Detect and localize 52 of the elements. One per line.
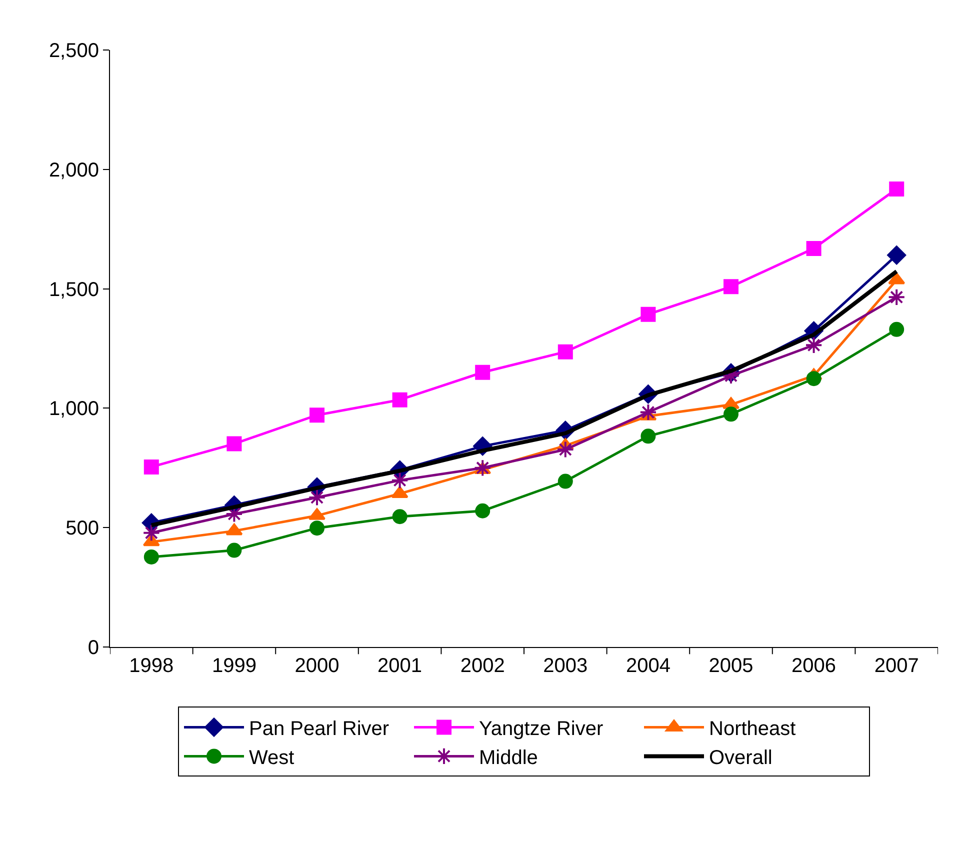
point bbox=[639, 403, 657, 422]
legend-label: Overall bbox=[709, 747, 772, 769]
x-tick-label: 2001 bbox=[378, 655, 422, 677]
legend-label: West bbox=[249, 747, 295, 769]
point bbox=[558, 474, 573, 489]
point bbox=[308, 488, 326, 506]
point bbox=[144, 459, 159, 474]
x-tick-label: 1999 bbox=[212, 655, 256, 677]
point bbox=[558, 344, 573, 360]
x-tick-label: 2000 bbox=[294, 655, 340, 677]
legend-label: Northeast bbox=[709, 718, 796, 740]
y-tick-label: 0 bbox=[88, 637, 99, 659]
point bbox=[392, 392, 408, 408]
point bbox=[806, 371, 822, 386]
point bbox=[556, 440, 574, 458]
x-tick-label: 2002 bbox=[460, 655, 505, 677]
point bbox=[888, 288, 906, 306]
point bbox=[391, 472, 409, 490]
point bbox=[144, 549, 159, 564]
x-tick-label: 1998 bbox=[129, 655, 174, 677]
point bbox=[889, 181, 904, 196]
point bbox=[640, 306, 656, 322]
x-tick-label: 2004 bbox=[626, 655, 670, 677]
point bbox=[310, 520, 324, 536]
legend-label: Middle bbox=[479, 747, 538, 769]
point bbox=[722, 366, 740, 385]
point bbox=[806, 240, 822, 256]
point bbox=[226, 542, 242, 558]
x-tick-label: 2007 bbox=[874, 655, 919, 677]
point bbox=[805, 336, 823, 354]
point bbox=[474, 459, 492, 477]
point bbox=[392, 509, 408, 524]
x-tick-label: 2006 bbox=[792, 655, 836, 677]
point bbox=[889, 322, 904, 337]
legend-label: Pan Pearl River bbox=[249, 718, 390, 740]
point bbox=[475, 503, 490, 518]
point bbox=[475, 364, 490, 380]
y-tick-label: 2,000 bbox=[48, 159, 99, 182]
legend-label: Yangtze River bbox=[479, 718, 604, 740]
x-tick-label: 2003 bbox=[543, 655, 588, 677]
y-tick-label: 2,500 bbox=[48, 40, 99, 62]
point bbox=[310, 408, 324, 423]
y-tick-label: 1,500 bbox=[48, 278, 99, 301]
point bbox=[724, 279, 738, 294]
point bbox=[226, 436, 242, 452]
y-tick-label: 500 bbox=[66, 518, 99, 540]
x-tick-label: 2005 bbox=[708, 655, 754, 677]
point bbox=[640, 428, 656, 444]
point bbox=[887, 246, 906, 265]
y-tick-label: 1,000 bbox=[48, 398, 99, 420]
point bbox=[142, 524, 160, 542]
point bbox=[724, 406, 738, 422]
